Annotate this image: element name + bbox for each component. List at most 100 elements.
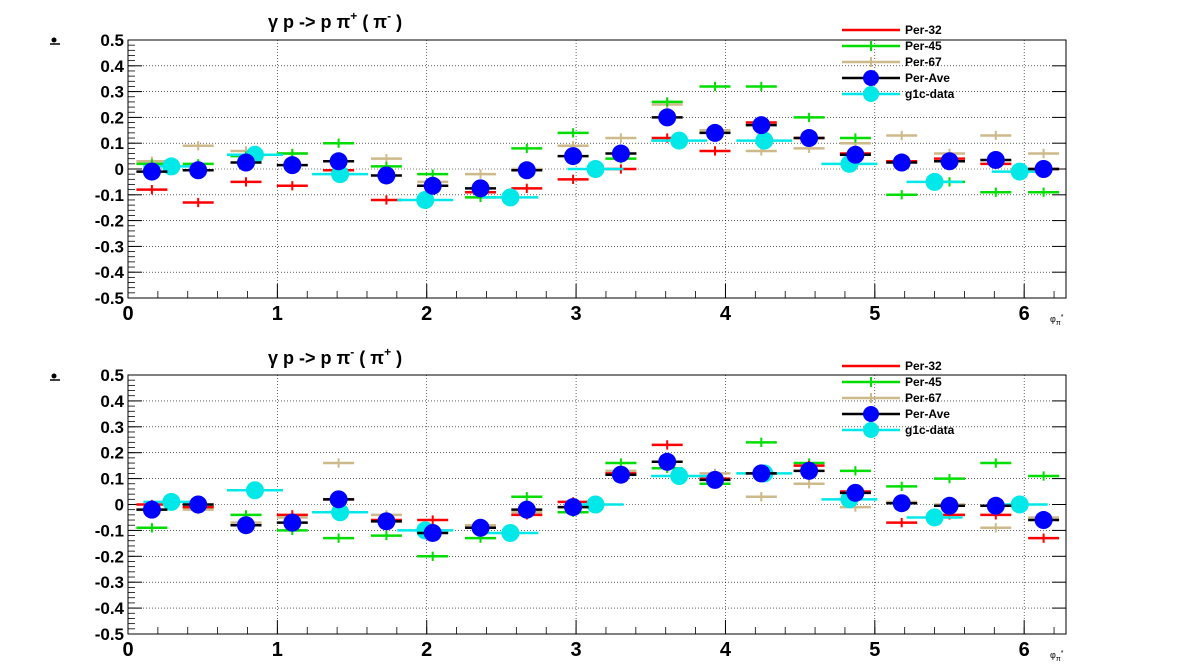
- y-tick-label: -0.5: [95, 289, 124, 308]
- data-point-per-ave: [423, 523, 442, 542]
- x-tick-label: 6: [1019, 639, 1030, 661]
- legend: Per-32 Per-45 Per-67 Per-Ave g1c-data: [842, 359, 955, 438]
- x-tick-label: 2: [421, 303, 432, 325]
- data-point-per-ave: [752, 464, 771, 483]
- y-tick-label: 0.2: [100, 444, 124, 463]
- data-point-per-ave: [236, 516, 255, 535]
- data-point-g1c: [1010, 162, 1029, 181]
- data-point-g1c: [586, 160, 605, 178]
- data-point-g1c: [925, 508, 944, 527]
- bullet-dot: [51, 373, 57, 379]
- legend-label: g1c-data: [905, 423, 955, 437]
- legend-label: Per-32: [905, 23, 942, 37]
- x-tick-label: 4: [720, 639, 732, 661]
- chart-panel-1: -0.5 -0.4 -0.3 -0.2 -0.1 0 0.1 0.2 0.3 0.4 0.5 0 1 2 3…: [50, 9, 1067, 327]
- data-point-g1c: [925, 172, 944, 191]
- data-point-per-ave: [189, 161, 208, 180]
- y-tick-label: 0.4: [100, 57, 124, 76]
- data-point-per-ave: [564, 147, 583, 166]
- y-tick-label: 0.3: [100, 418, 124, 437]
- y-tick-label: -0.5: [95, 625, 124, 644]
- legend-label: Per-45: [905, 375, 942, 389]
- legend-label: g1c-data: [905, 87, 955, 101]
- data-point-per-ave: [940, 496, 959, 515]
- data-point-g1c: [245, 481, 264, 500]
- legend-label: Per-Ave: [905, 407, 950, 421]
- data-point-per-ave: [329, 152, 348, 171]
- data-point-per-ave: [423, 176, 442, 195]
- data-point-per-ave: [236, 153, 255, 172]
- y-tick-label: 0.1: [100, 134, 124, 153]
- data-point-per-ave: [377, 512, 396, 531]
- data-point-per-ave: [658, 108, 677, 127]
- data-point-per-ave: [283, 513, 302, 532]
- data-point-g1c: [501, 188, 520, 207]
- legend-label: Per-67: [905, 55, 942, 69]
- data-point-per-ave: [800, 129, 819, 148]
- legend-label: Per-45: [905, 39, 942, 53]
- data-point-per-ave: [705, 470, 724, 489]
- data-point-per-ave: [846, 145, 865, 164]
- data-point-per-ave: [517, 500, 536, 519]
- x-tick-label: 0: [122, 639, 133, 661]
- x-axis-label: φπ*: [1050, 650, 1064, 663]
- y-tick-label: 0.1: [100, 470, 124, 489]
- data-point-per-ave: [752, 116, 771, 135]
- y-tick-label: 0: [115, 160, 124, 179]
- data-point-per-ave: [189, 495, 208, 514]
- y-tick-label: 0.4: [100, 392, 124, 411]
- data-point-per-ave: [471, 518, 490, 537]
- data-point-per-ave: [564, 498, 583, 517]
- data-point-g1c: [670, 467, 689, 486]
- data-point-per-ave: [611, 465, 630, 484]
- data-point-per-ave: [892, 153, 911, 172]
- legend-label: Per-Ave: [905, 71, 950, 85]
- data-point-per-ave: [142, 500, 161, 519]
- data-point-g1c: [755, 131, 774, 150]
- series-per-ave: [136, 452, 1060, 542]
- legend-marker: [863, 406, 879, 422]
- data-point-per-ave: [517, 161, 536, 180]
- x-tick-label: 3: [571, 303, 582, 325]
- x-tick-label: 6: [1019, 303, 1030, 325]
- data-point-per-ave: [1034, 511, 1053, 530]
- x-tick-label: 3: [571, 639, 582, 661]
- x-tick-label: 5: [869, 303, 880, 325]
- x-tick-label: 1: [272, 639, 283, 661]
- legend-marker: [863, 422, 879, 438]
- y-tick-label: -0.3: [95, 573, 124, 592]
- legend-label: Per-32: [905, 359, 942, 373]
- data-point-g1c: [501, 523, 520, 542]
- y-tick-label: -0.4: [95, 599, 125, 618]
- y-tick-label: -0.4: [95, 263, 125, 282]
- y-tick-label: 0.2: [100, 108, 124, 127]
- data-point-g1c: [162, 492, 181, 511]
- legend-marker: [863, 86, 879, 102]
- data-point-g1c: [670, 131, 689, 150]
- data-point-per-ave: [892, 494, 911, 513]
- data-point-per-ave: [329, 490, 348, 509]
- x-axis-label: φπ*: [1050, 314, 1064, 327]
- bullet-dot: [51, 37, 57, 43]
- data-point-g1c: [416, 190, 435, 209]
- y-tick-label: -0.1: [95, 521, 124, 540]
- data-point-g1c: [1010, 495, 1029, 514]
- data-point-per-ave: [142, 162, 161, 181]
- data-point-per-ave: [940, 152, 959, 171]
- data-point-per-ave: [800, 461, 819, 480]
- x-tick-label: 5: [869, 639, 880, 661]
- y-tick-label: -0.1: [95, 186, 124, 205]
- data-point-per-ave: [658, 452, 677, 471]
- series-per-ave: [136, 108, 1060, 198]
- data-point-per-ave: [283, 156, 302, 175]
- chart-title: γ p -> p π- ( π+ ): [268, 345, 402, 368]
- data-point-per-ave: [1034, 160, 1053, 178]
- data-point-per-ave: [986, 150, 1005, 169]
- x-tick-label: 0: [122, 303, 133, 325]
- data-point-per-ave: [377, 166, 396, 185]
- y-tick-label: 0: [115, 496, 124, 515]
- y-tick-label: 0.5: [100, 366, 124, 385]
- legend: Per-32 Per-45 Per-67 Per-Ave g1c-data: [842, 23, 955, 102]
- y-tick-label: -0.2: [95, 547, 124, 566]
